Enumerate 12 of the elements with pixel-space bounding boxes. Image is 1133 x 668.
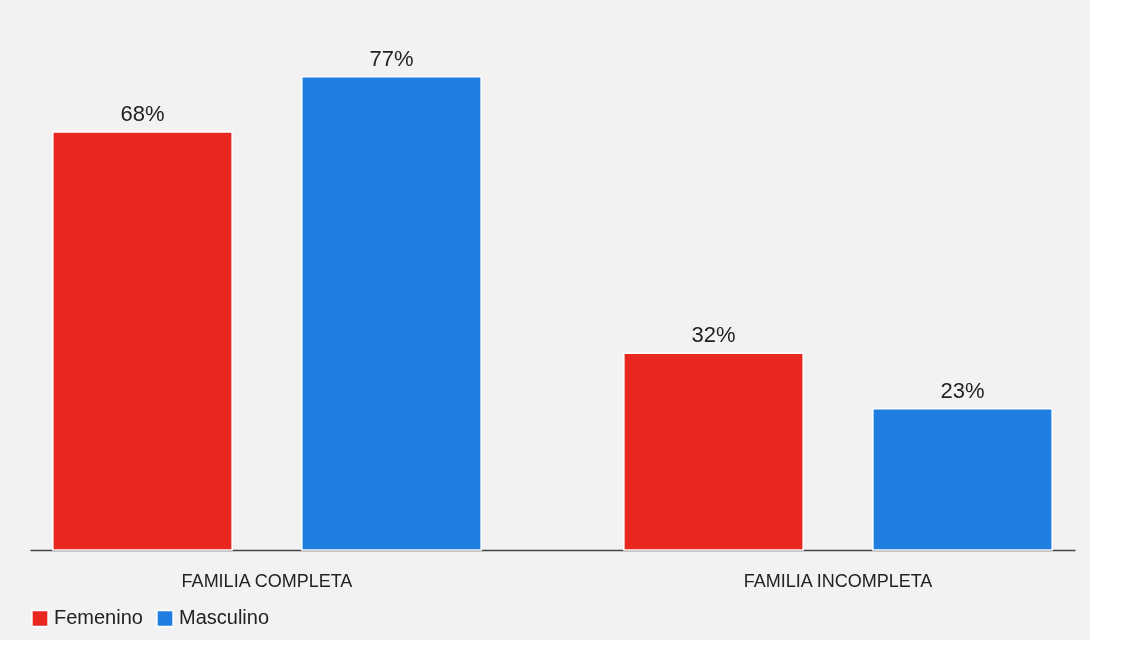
data-label: 32% (691, 322, 736, 348)
bar (623, 352, 804, 551)
bar (301, 76, 482, 551)
bar (872, 407, 1053, 551)
data-label: 77% (369, 45, 414, 71)
legend-label: Femenino (54, 606, 143, 629)
bar (52, 131, 233, 551)
data-label: 68% (120, 101, 165, 127)
data-label: 23% (940, 377, 985, 403)
x-tick-label: FAMILIA INCOMPLETA (743, 570, 933, 591)
x-tick-label: FAMILIA COMPLETA (181, 570, 353, 591)
legend-label: Masculino (179, 606, 270, 629)
